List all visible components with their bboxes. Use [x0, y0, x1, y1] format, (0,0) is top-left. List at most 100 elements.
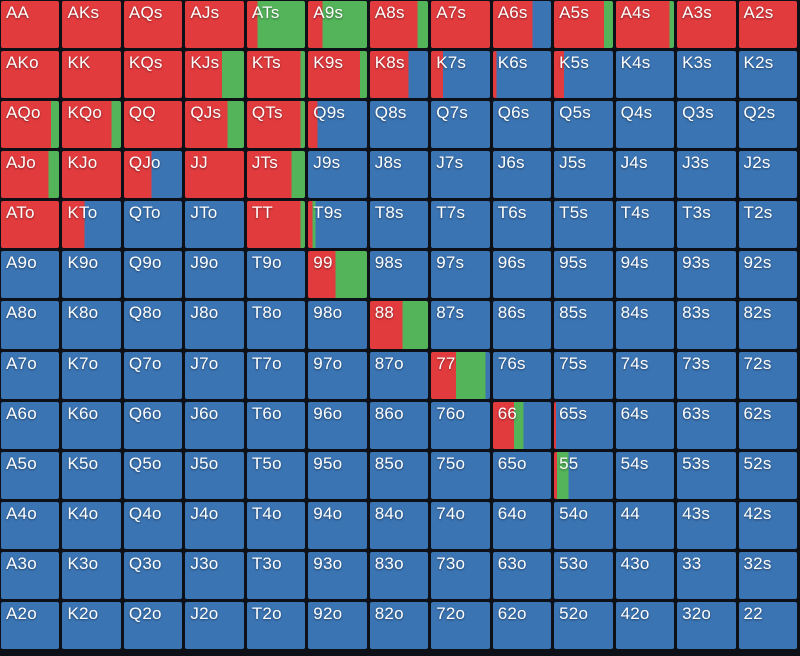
hand-cell-T8s[interactable]: T8s — [369, 201, 429, 249]
hand-cell-T3s[interactable]: T3s — [677, 201, 736, 249]
hand-cell-J8s[interactable]: J8s — [369, 151, 429, 199]
hand-cell-TT[interactable]: TT — [246, 201, 306, 249]
hand-cell-QJs[interactable]: QJs — [185, 101, 244, 149]
hand-cell-KK[interactable]: KK — [62, 51, 121, 99]
hand-cell-Q6s[interactable]: Q6s — [492, 101, 552, 149]
hand-cell-T2o[interactable]: T2o — [246, 601, 306, 649]
hand-cell-Q8o[interactable]: Q8o — [123, 301, 183, 349]
hand-cell-K7o[interactable]: K7o — [62, 351, 121, 399]
hand-cell-A7s[interactable]: A7s — [431, 1, 490, 49]
hand-cell-K8o[interactable]: K8o — [62, 301, 121, 349]
hand-cell-K5s[interactable]: K5s — [554, 51, 613, 99]
hand-cell-Q2o[interactable]: Q2o — [123, 601, 183, 649]
hand-cell-AA[interactable]: AA — [1, 1, 60, 49]
hand-cell-K7s[interactable]: K7s — [431, 51, 490, 99]
hand-cell-87o[interactable]: 87o — [369, 351, 429, 399]
hand-cell-T6s[interactable]: T6s — [492, 201, 552, 249]
hand-cell-A4o[interactable]: A4o — [1, 501, 60, 549]
hand-cell-A5s[interactable]: A5s — [554, 1, 613, 49]
hand-cell-88[interactable]: 88 — [369, 301, 429, 349]
hand-cell-54s[interactable]: 54s — [615, 451, 675, 499]
hand-cell-T9s[interactable]: T9s — [308, 201, 367, 249]
hand-cell-86o[interactable]: 86o — [369, 401, 429, 449]
hand-cell-84s[interactable]: 84s — [615, 301, 675, 349]
hand-cell-82o[interactable]: 82o — [369, 601, 429, 649]
hand-cell-A7o[interactable]: A7o — [1, 351, 60, 399]
hand-cell-K4s[interactable]: K4s — [615, 51, 675, 99]
hand-cell-T2s[interactable]: T2s — [738, 201, 797, 249]
hand-cell-Q3s[interactable]: Q3s — [677, 101, 736, 149]
hand-cell-K8s[interactable]: K8s — [369, 51, 429, 99]
hand-cell-K5o[interactable]: K5o — [62, 451, 121, 499]
hand-cell-42s[interactable]: 42s — [738, 501, 797, 549]
hand-cell-QTo[interactable]: QTo — [123, 201, 183, 249]
hand-cell-97s[interactable]: 97s — [431, 251, 490, 299]
hand-cell-Q2s[interactable]: Q2s — [738, 101, 797, 149]
hand-cell-AQo[interactable]: AQo — [1, 101, 60, 149]
hand-cell-J2o[interactable]: J2o — [185, 601, 244, 649]
hand-cell-Q5s[interactable]: Q5s — [554, 101, 613, 149]
hand-cell-85s[interactable]: 85s — [554, 301, 613, 349]
hand-cell-Q7s[interactable]: Q7s — [431, 101, 490, 149]
hand-cell-A3o[interactable]: A3o — [1, 551, 60, 599]
hand-cell-A9s[interactable]: A9s — [308, 1, 367, 49]
hand-cell-J5o[interactable]: J5o — [185, 451, 244, 499]
hand-cell-85o[interactable]: 85o — [369, 451, 429, 499]
hand-cell-44[interactable]: 44 — [615, 501, 675, 549]
hand-cell-KJs[interactable]: KJs — [185, 51, 244, 99]
hand-cell-94o[interactable]: 94o — [308, 501, 367, 549]
hand-cell-93s[interactable]: 93s — [677, 251, 736, 299]
hand-cell-64s[interactable]: 64s — [615, 401, 675, 449]
hand-cell-86s[interactable]: 86s — [492, 301, 552, 349]
hand-cell-A2s[interactable]: A2s — [738, 1, 797, 49]
hand-cell-J9o[interactable]: J9o — [185, 251, 244, 299]
hand-cell-ATo[interactable]: ATo — [1, 201, 60, 249]
hand-cell-A3s[interactable]: A3s — [677, 1, 736, 49]
hand-cell-J3o[interactable]: J3o — [185, 551, 244, 599]
hand-cell-J2s[interactable]: J2s — [738, 151, 797, 199]
hand-cell-33[interactable]: 33 — [677, 551, 736, 599]
hand-cell-66[interactable]: 66 — [492, 401, 552, 449]
hand-cell-T6o[interactable]: T6o — [246, 401, 306, 449]
hand-cell-T7s[interactable]: T7s — [431, 201, 490, 249]
hand-cell-93o[interactable]: 93o — [308, 551, 367, 599]
hand-cell-83s[interactable]: 83s — [677, 301, 736, 349]
hand-cell-K3s[interactable]: K3s — [677, 51, 736, 99]
hand-cell-A2o[interactable]: A2o — [1, 601, 60, 649]
hand-cell-55[interactable]: 55 — [554, 451, 613, 499]
hand-cell-72s[interactable]: 72s — [738, 351, 797, 399]
hand-cell-AKs[interactable]: AKs — [62, 1, 121, 49]
hand-cell-52o[interactable]: 52o — [554, 601, 613, 649]
hand-cell-JJ[interactable]: JJ — [185, 151, 244, 199]
hand-cell-AKo[interactable]: AKo — [1, 51, 60, 99]
hand-cell-K2s[interactable]: K2s — [738, 51, 797, 99]
hand-cell-77[interactable]: 77 — [431, 351, 490, 399]
hand-cell-32s[interactable]: 32s — [738, 551, 797, 599]
hand-cell-J4o[interactable]: J4o — [185, 501, 244, 549]
hand-cell-97o[interactable]: 97o — [308, 351, 367, 399]
hand-cell-KJo[interactable]: KJo — [62, 151, 121, 199]
hand-cell-96s[interactable]: 96s — [492, 251, 552, 299]
hand-cell-A8s[interactable]: A8s — [369, 1, 429, 49]
hand-cell-A8o[interactable]: A8o — [1, 301, 60, 349]
hand-cell-94s[interactable]: 94s — [615, 251, 675, 299]
hand-cell-J7o[interactable]: J7o — [185, 351, 244, 399]
hand-cell-QJo[interactable]: QJo — [123, 151, 183, 199]
hand-cell-76s[interactable]: 76s — [492, 351, 552, 399]
hand-cell-T5o[interactable]: T5o — [246, 451, 306, 499]
hand-cell-J8o[interactable]: J8o — [185, 301, 244, 349]
hand-cell-75o[interactable]: 75o — [431, 451, 490, 499]
hand-cell-92s[interactable]: 92s — [738, 251, 797, 299]
hand-cell-Q7o[interactable]: Q7o — [123, 351, 183, 399]
hand-cell-QQ[interactable]: QQ — [123, 101, 183, 149]
hand-cell-84o[interactable]: 84o — [369, 501, 429, 549]
hand-cell-Q4o[interactable]: Q4o — [123, 501, 183, 549]
hand-cell-Q3o[interactable]: Q3o — [123, 551, 183, 599]
hand-cell-K3o[interactable]: K3o — [62, 551, 121, 599]
hand-cell-95o[interactable]: 95o — [308, 451, 367, 499]
hand-cell-82s[interactable]: 82s — [738, 301, 797, 349]
hand-cell-AQs[interactable]: AQs — [123, 1, 183, 49]
hand-cell-Q6o[interactable]: Q6o — [123, 401, 183, 449]
hand-cell-73o[interactable]: 73o — [431, 551, 490, 599]
hand-cell-32o[interactable]: 32o — [677, 601, 736, 649]
